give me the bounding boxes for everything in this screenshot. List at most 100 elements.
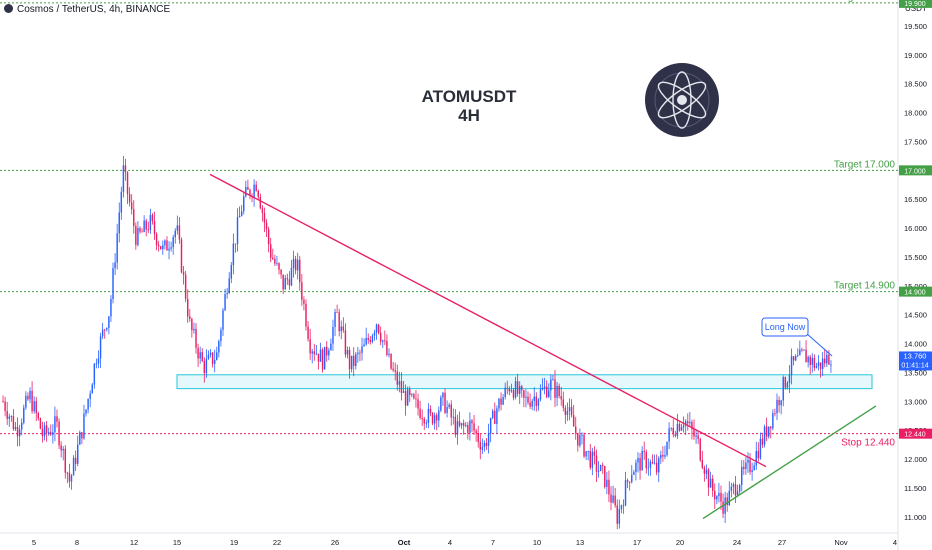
- candle-body: [89, 393, 91, 399]
- candle-body: [438, 410, 440, 421]
- candle-body: [87, 398, 89, 410]
- candle-body: [83, 413, 85, 439]
- x-tick-label: 8: [75, 538, 79, 547]
- candle-body: [311, 351, 313, 354]
- candle-body: [357, 352, 359, 355]
- candle-body: [537, 399, 540, 406]
- candle-body: [587, 450, 589, 452]
- candle-body: [292, 259, 295, 268]
- candle-body: [232, 243, 235, 266]
- candle-body: [533, 396, 535, 401]
- candle-body: [747, 459, 749, 463]
- candle-body: [604, 465, 606, 487]
- candle-body: [479, 442, 482, 450]
- downtrend-line[interactable]: [209, 173, 767, 468]
- candle-body: [525, 396, 527, 398]
- candle-body: [52, 432, 54, 435]
- candle-body: [680, 427, 683, 431]
- y-tick-label: 16.500: [904, 195, 927, 204]
- candle-body: [763, 426, 766, 445]
- candle-body: [662, 454, 664, 457]
- candle-body: [732, 484, 735, 487]
- candle-body: [133, 209, 135, 227]
- candle-body: [664, 455, 666, 457]
- candle-body: [655, 462, 658, 473]
- candle-body: [149, 215, 152, 230]
- candle-body: [770, 426, 772, 429]
- candle-body: [695, 435, 697, 437]
- candle-body: [448, 404, 450, 408]
- candle-body: [599, 465, 602, 471]
- candle-body: [784, 377, 787, 388]
- candle-body: [284, 278, 286, 290]
- candle-body: [47, 432, 50, 434]
- candle-body: [786, 382, 789, 388]
- y-axis-ticks: 19.500 19.000 18.500 18.000 17.500 17.000 16.5…: [904, 22, 927, 522]
- candle-body: [267, 229, 270, 245]
- candle-body: [265, 222, 268, 230]
- candle-body: [301, 282, 303, 300]
- candle-body: [510, 390, 513, 392]
- candle-body: [112, 268, 114, 300]
- candle-body: [797, 355, 799, 357]
- candle-body: [714, 490, 716, 500]
- candle-body: [705, 469, 708, 474]
- candle-body: [193, 328, 195, 331]
- candle-body: [460, 423, 463, 426]
- candle-body: [585, 451, 587, 457]
- x-tick-label: 4: [448, 538, 452, 547]
- symbol-line: Cosmos / TetherUS, 4h, BINANCE: [17, 4, 171, 15]
- candle-body: [14, 427, 17, 430]
- candle-body: [481, 447, 484, 450]
- candle-body: [467, 425, 469, 433]
- candle-body: [377, 324, 380, 333]
- candle-body: [305, 303, 307, 327]
- candle-body: [670, 428, 672, 429]
- candle-body: [56, 416, 58, 422]
- candle-body: [610, 494, 612, 503]
- x-tick-label: 17: [633, 538, 641, 547]
- candle-body: [658, 458, 660, 473]
- stop-price-value: 12.440: [904, 432, 926, 439]
- candle-body: [684, 421, 687, 426]
- candle-body: [328, 350, 330, 356]
- candle-body: [108, 316, 110, 329]
- candle-body: [101, 329, 104, 337]
- candle-body: [97, 358, 100, 364]
- candle-body: [682, 425, 685, 428]
- candle-body: [326, 346, 328, 356]
- uptrend-line[interactable]: [702, 405, 877, 520]
- y-tick-label: 11.000: [904, 513, 926, 522]
- candle-body: [487, 433, 490, 446]
- candle-body: [548, 390, 550, 397]
- candle-body: [342, 326, 345, 331]
- candle-body: [178, 225, 181, 240]
- level-price-tag: [899, 286, 932, 297]
- candle-body: [429, 408, 432, 414]
- y-tick-label: 11.500: [904, 484, 926, 493]
- candle-body: [612, 495, 614, 503]
- candle-body: [195, 328, 197, 348]
- candle-body: [672, 428, 674, 435]
- support-zone[interactable]: [176, 374, 873, 390]
- candle-body: [647, 467, 650, 469]
- callout-box: [761, 317, 809, 337]
- candle-body: [651, 462, 654, 464]
- candle-body: [751, 469, 753, 473]
- long-now-callout[interactable]: Long Now: [761, 317, 833, 357]
- candle-body: [813, 357, 816, 368]
- candle-body: [450, 404, 452, 418]
- candle-body: [707, 469, 710, 488]
- candle-body: [79, 432, 81, 445]
- candle-body: [186, 298, 189, 317]
- candle-body: [543, 386, 546, 389]
- candle-body: [162, 245, 164, 250]
- candle-body: [207, 354, 210, 359]
- candle-body: [504, 387, 506, 397]
- candle-body: [597, 470, 600, 472]
- candle-body: [2, 401, 4, 403]
- candle-body: [811, 357, 814, 365]
- candle-body: [209, 352, 212, 355]
- candle-body: [348, 350, 351, 370]
